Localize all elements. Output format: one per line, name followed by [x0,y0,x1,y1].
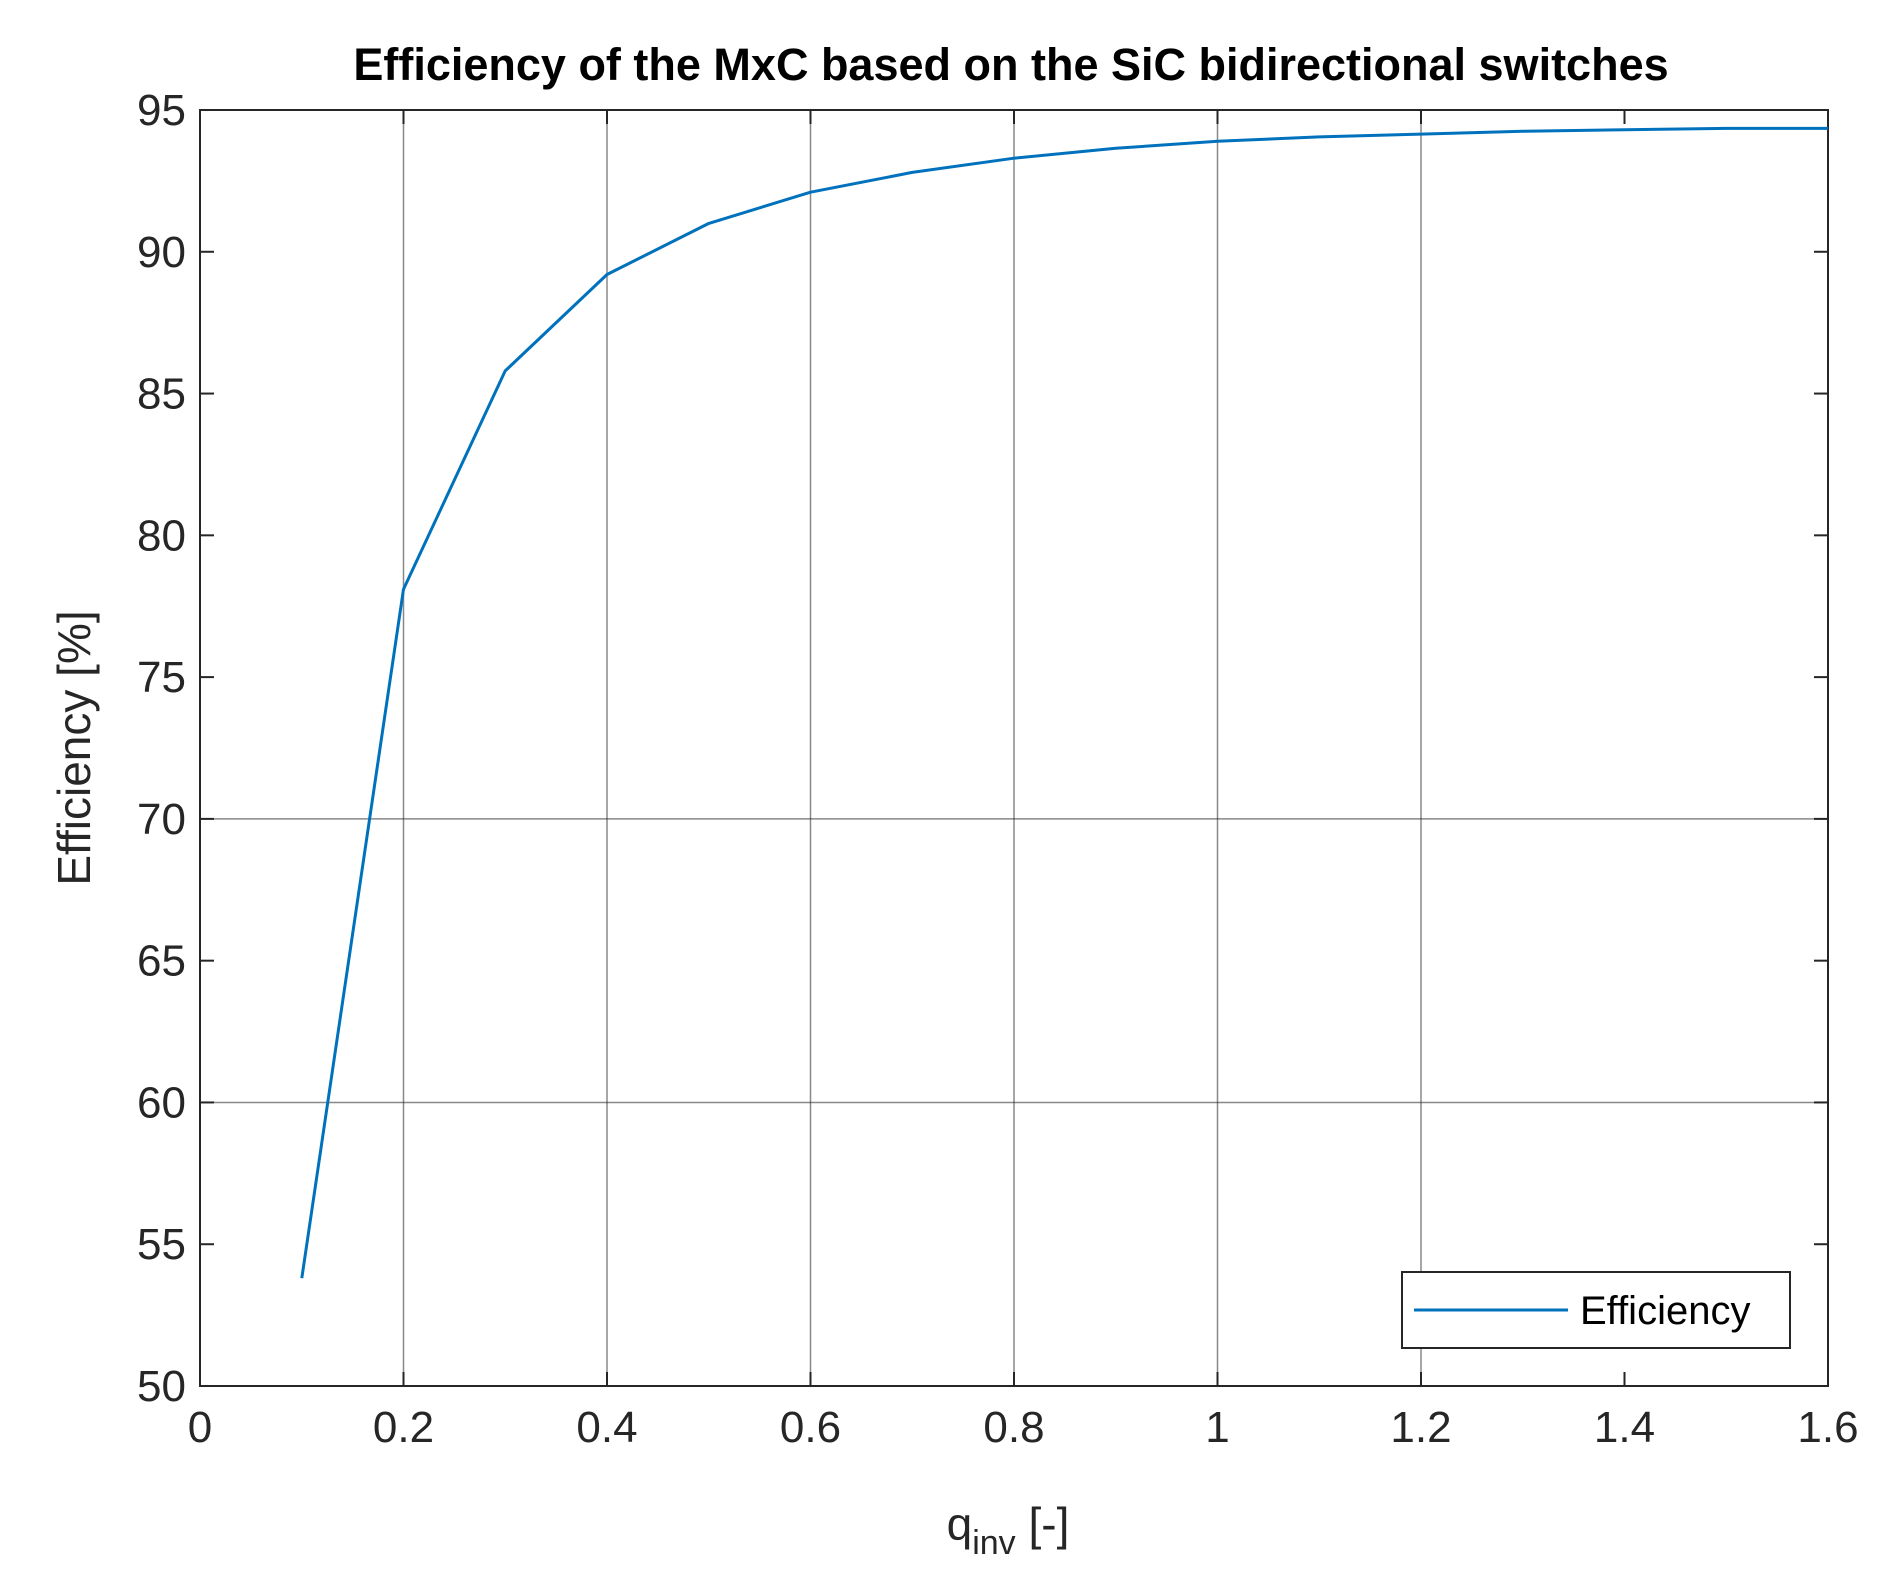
y-tick-label-1: 55 [137,1220,186,1269]
x-tick-label-3: 0.6 [780,1403,841,1452]
y-tick-label-8: 90 [137,228,186,277]
y-tick-label-6: 80 [137,511,186,560]
grid-lines [200,110,1828,1386]
y-tick-label-4: 70 [137,795,186,844]
x-tick-label-8: 1.6 [1797,1403,1858,1452]
series-line-efficiency [300,126,1828,1279]
legend-label-efficiency: Efficiency [1580,1289,1750,1333]
x-axis-label-subscript: inv [972,1524,1015,1562]
series-layer [300,126,1829,1279]
x-tick-label-2: 0.4 [576,1403,637,1452]
x-tick-label-1: 0.2 [373,1403,434,1452]
y-tick-labels: 50 55 60 65 70 75 80 85 90 95 [137,86,186,1411]
chart-title: Efficiency of the MxC based on the SiC b… [353,39,1668,90]
y-tick-label-3: 65 [137,937,186,986]
y-tick-label-5: 75 [137,653,186,702]
x-tick-labels: 0 0.2 0.4 0.6 0.8 1 1.2 1.4 1.6 [188,1403,1859,1452]
x-tick-label-0: 0 [188,1403,212,1452]
y-tick-label-9: 95 [137,86,186,135]
x-tick-label-5: 1 [1205,1403,1229,1452]
y-tick-label-2: 60 [137,1078,186,1127]
x-axis-label-main: q [947,1498,973,1550]
legend: Efficiency [1401,1271,1791,1349]
x-axis-label: qinv [-] [947,1498,1070,1562]
y-tick-label-0: 50 [137,1362,186,1411]
y-axis-label: Efficiency [%] [48,610,100,885]
plot-area-frame [199,109,1829,1387]
x-tick-label-7: 1.4 [1594,1403,1655,1452]
x-tick-label-4: 0.8 [983,1403,1044,1452]
x-tick-label-6: 1.2 [1390,1403,1451,1452]
x-axis-label-suffix: [-] [1016,1498,1070,1550]
y-tick-label-7: 85 [137,370,186,419]
